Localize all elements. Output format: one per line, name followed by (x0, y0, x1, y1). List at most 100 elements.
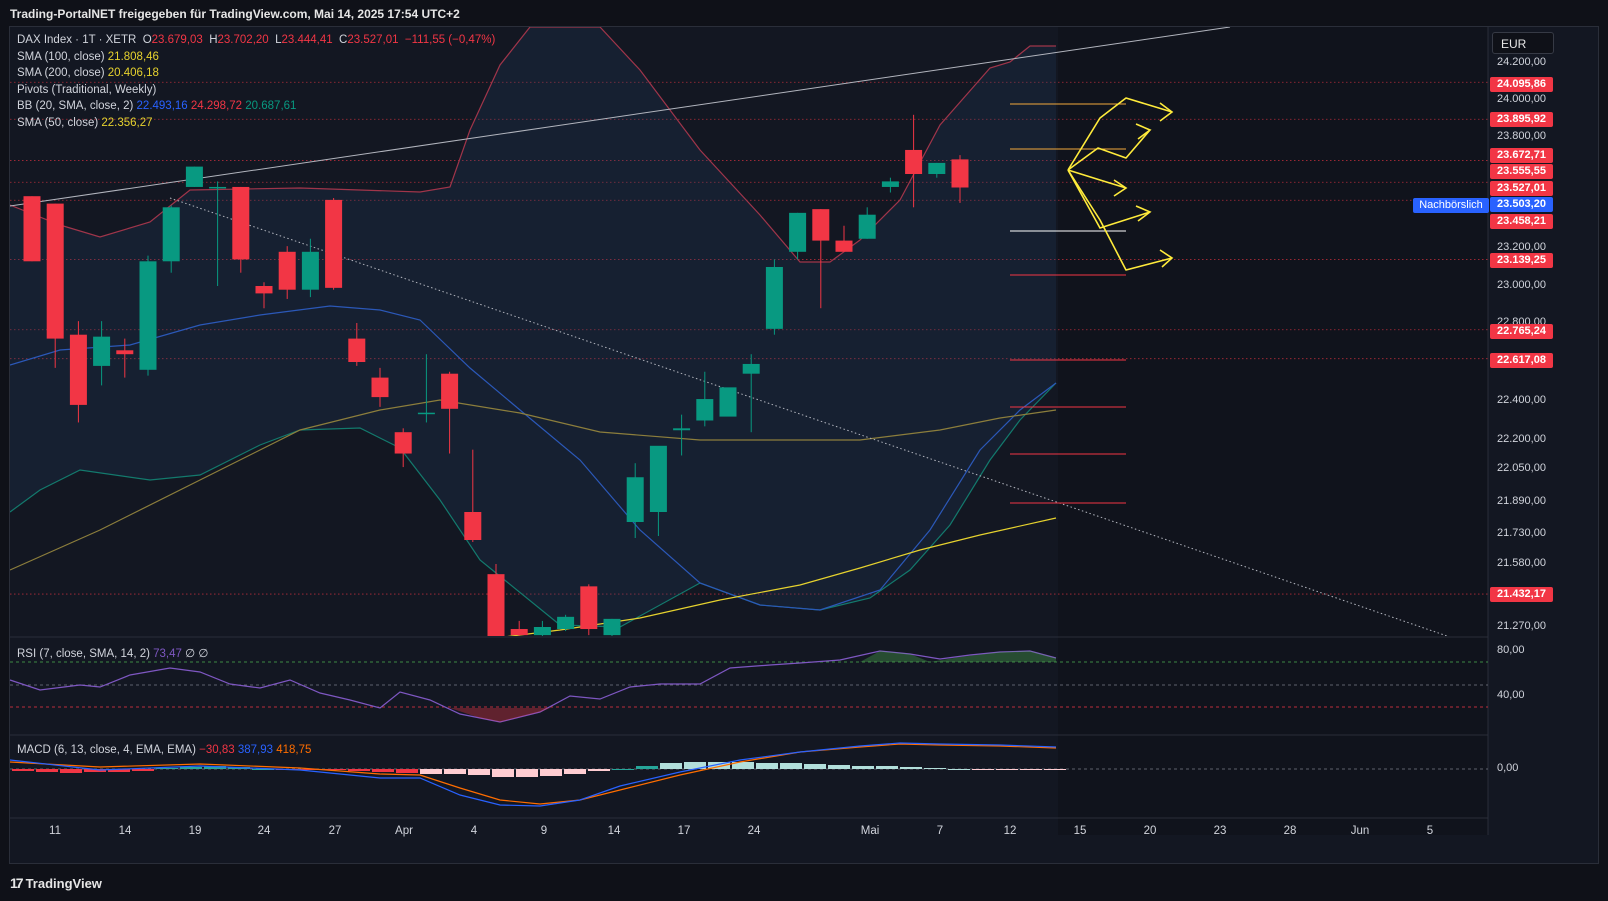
macd-histogram-bar (588, 769, 610, 771)
legend-sma50[interactable]: SMA (50, close) 22.356,27 (17, 117, 153, 129)
candle (417, 354, 435, 423)
macd-histogram-bar (564, 769, 586, 774)
macd-histogram-bar (732, 762, 754, 769)
macd-histogram-bar (516, 769, 538, 777)
candle-body (789, 212, 807, 252)
candle (139, 255, 157, 376)
rsi-line (9, 650, 1057, 723)
price-axis-label: 21.270,00 (1497, 620, 1546, 632)
macd-histogram-bar (612, 769, 634, 770)
scenario-arrow (1067, 169, 1127, 189)
candle-body (649, 445, 667, 512)
arrow-head-icon (1159, 249, 1174, 268)
legend-bb[interactable]: BB (20, SMA, close, 2) 22.493,16 24.298,… (17, 100, 296, 112)
legend-sma100[interactable]: SMA (100, close) 21.808,46 (17, 51, 159, 63)
macd-axis-label: 0,00 (1497, 762, 1519, 774)
candle-body (464, 512, 482, 540)
time-axis-label: 14 (118, 825, 132, 837)
share-text: Trading-PortalNET freigegeben für Tradin… (10, 7, 460, 21)
candle-body (255, 286, 273, 294)
price-tag: 23.555,55 (1490, 164, 1553, 179)
candle-body (510, 629, 528, 636)
rsi-label: RSI (7, close, SMA, 14, 2) (17, 648, 150, 660)
candle-layer (23, 114, 969, 636)
time-axis-label: 15 (1073, 825, 1087, 837)
time-axis-label: 28 (1283, 825, 1297, 837)
macd-histogram-bar (396, 769, 418, 773)
candle-body (23, 196, 41, 262)
macd-signal-value: 418,75 (276, 744, 312, 756)
candle (951, 155, 969, 203)
tradingview-brand: TradingView (25, 875, 102, 891)
macd-histogram-bar (972, 769, 994, 770)
macd-histogram-bar (12, 769, 34, 771)
legend-change: −111,55 (−0,47%) (404, 34, 496, 46)
macd-histogram-bar (804, 764, 826, 769)
time-axis-label: 23 (1213, 825, 1227, 837)
downtrend-line (169, 197, 1449, 636)
price-tag: 21.432,17 (1490, 587, 1553, 602)
candle-body (696, 399, 714, 421)
candle (93, 321, 111, 386)
candle (649, 445, 667, 536)
rsi-axis-label: 40,00 (1497, 689, 1525, 701)
macd-histogram-bar (924, 768, 946, 769)
future-region (1058, 27, 1488, 835)
candle (580, 584, 598, 636)
candle (719, 387, 737, 417)
sma50-value: 22.356,27 (101, 117, 153, 129)
legend-rsi[interactable]: RSI (7, close, SMA, 14, 2) 73,47 ∅ ∅ (17, 646, 208, 660)
candle-body (765, 267, 783, 329)
candle (487, 564, 505, 636)
price-axis-label: 24.000,00 (1497, 93, 1546, 105)
candle (255, 282, 273, 309)
price-tag: 23.139,25 (1490, 253, 1553, 268)
price-axis-label: 22.400,00 (1497, 394, 1546, 406)
subpanel-layer (9, 650, 1488, 807)
candle-body (626, 477, 644, 522)
candle-body (417, 412, 435, 415)
macd-histogram-bar (156, 768, 178, 769)
candle-body (742, 363, 760, 374)
currency-selector[interactable]: EUR (1492, 32, 1554, 54)
candle (371, 367, 389, 407)
rsi-ext1: ∅ (185, 648, 196, 660)
candle-body (348, 338, 366, 362)
candle-body (301, 251, 319, 290)
arrow-head-icon (1135, 123, 1152, 140)
price-tag: 23.458,21 (1490, 214, 1553, 229)
time-axis-label: Jun (1350, 825, 1370, 837)
legend-c-label: C (339, 34, 348, 46)
macd-histogram-bar (540, 769, 562, 776)
legend-sma200[interactable]: SMA (200, close) 20.406,18 (17, 67, 159, 79)
legend-pivots[interactable]: Pivots (Traditional, Weekly) (17, 84, 156, 96)
macd-histogram-bar (84, 769, 106, 772)
candle (603, 618, 621, 636)
footer-bar: 17 TradingView (0, 866, 1608, 901)
price-tag: 23.672,71 (1490, 148, 1553, 163)
macd-histogram-bar (876, 766, 898, 769)
macd-histogram-bar (468, 769, 490, 775)
legend-macd[interactable]: MACD (6, 13, close, 4, EMA, EMA) −30,83 … (17, 744, 311, 756)
bb-fill (10, 27, 1056, 627)
candle-body (603, 618, 621, 636)
candle-body (441, 373, 459, 409)
arrow-head-icon (1135, 205, 1152, 222)
candle (464, 449, 482, 542)
arrow-head-icon (1113, 179, 1128, 197)
tradingview-logo[interactable]: 17 TradingView (10, 875, 102, 891)
bb-lower: 20.687,61 (245, 100, 297, 112)
price-axis-label: 22.050,00 (1497, 462, 1546, 474)
time-axis-label: 17 (677, 825, 691, 837)
candle (185, 166, 203, 187)
candle-body (232, 186, 250, 260)
price-tag: 24.095,86 (1490, 77, 1553, 92)
sma100-label: SMA (100, close) (17, 51, 105, 63)
candle-body (162, 207, 180, 262)
price-axis-label: 23.000,00 (1497, 279, 1546, 291)
sma50-line (10, 399, 1057, 571)
price-tag: 23.503,20 (1490, 197, 1553, 212)
candle-body (533, 627, 551, 636)
candle (696, 371, 714, 427)
